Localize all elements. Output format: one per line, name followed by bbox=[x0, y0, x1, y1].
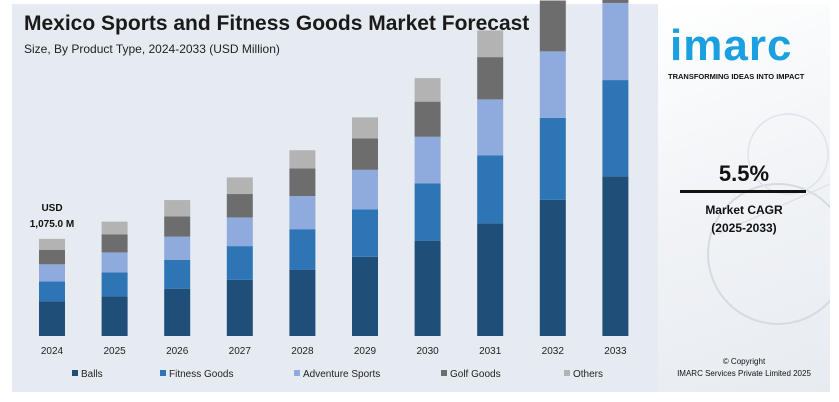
bar-segment-2024-4 bbox=[39, 238, 65, 250]
bar-segment-2033-2 bbox=[602, 2, 629, 81]
bar-segment-2030-3 bbox=[414, 101, 441, 137]
legend-swatch bbox=[564, 370, 570, 376]
x-tick-label: 2028 bbox=[291, 346, 314, 357]
legend-label: Adventure Sports bbox=[303, 369, 380, 380]
bar-segment-2027-0 bbox=[226, 279, 253, 336]
legend-swatch bbox=[441, 370, 447, 376]
bar-segment-2033-0 bbox=[602, 176, 629, 336]
bar-segment-2031-4 bbox=[477, 30, 504, 58]
bar-segment-2025-2 bbox=[101, 252, 128, 273]
bar-segment-2032-4 bbox=[539, 0, 566, 1]
bar-segment-2027-2 bbox=[226, 217, 253, 247]
x-tick-label: 2029 bbox=[354, 346, 377, 357]
bar-segment-2029-2 bbox=[352, 169, 378, 210]
cagr-value: 5.5% bbox=[718, 161, 770, 186]
bar-segment-2026-2 bbox=[164, 236, 191, 260]
bar-segment-2024-0 bbox=[39, 301, 65, 336]
x-tick-label: 2024 bbox=[41, 346, 64, 357]
bar-segment-2031-0 bbox=[477, 223, 504, 336]
bar-segment-2030-0 bbox=[414, 240, 441, 336]
bar-segment-2030-1 bbox=[414, 183, 441, 241]
x-tick-label: 2025 bbox=[103, 346, 126, 357]
cagr-range: (2025-2033) bbox=[711, 221, 777, 235]
bar-segment-2028-0 bbox=[289, 269, 316, 336]
legend-label: Others bbox=[573, 369, 603, 380]
bar-segment-2024-2 bbox=[39, 264, 65, 282]
bar-segment-2028-1 bbox=[289, 229, 316, 270]
imarc-logo: imarc bbox=[670, 21, 793, 70]
copyright-line1: © Copyright bbox=[722, 357, 766, 366]
bar-segment-2031-3 bbox=[477, 57, 504, 100]
bar-segment-2026-1 bbox=[164, 259, 191, 289]
x-tick-label: 2026 bbox=[166, 346, 189, 357]
bar-segment-2027-3 bbox=[226, 194, 253, 218]
bar-segment-2025-3 bbox=[101, 234, 128, 253]
bar-segment-2029-1 bbox=[352, 209, 378, 257]
bar-segment-2029-0 bbox=[352, 256, 378, 336]
bar-segment-2032-1 bbox=[539, 117, 566, 200]
legend-label: Golf Goods bbox=[450, 369, 501, 380]
bar-segment-2029-3 bbox=[352, 138, 378, 170]
cagr-label: Market CAGR bbox=[705, 203, 783, 217]
chart-title: Mexico Sports and Fitness Goods Market F… bbox=[24, 12, 530, 35]
bar-segment-2028-3 bbox=[289, 168, 316, 196]
bar-segment-2028-2 bbox=[289, 196, 316, 230]
bar-segment-2029-4 bbox=[352, 117, 378, 139]
brand-panel: imarc TRANSFORMING IDEAS INTO IMPACT 5.5… bbox=[658, 4, 830, 392]
bar-segment-2026-3 bbox=[164, 216, 191, 237]
bar-segment-2030-4 bbox=[414, 78, 441, 102]
x-tick-label: 2027 bbox=[229, 346, 252, 357]
annotation-currency: USD bbox=[41, 203, 62, 214]
bar-segment-2026-4 bbox=[164, 200, 191, 217]
x-tick-label: 2033 bbox=[604, 346, 627, 357]
bar-segment-2026-0 bbox=[164, 288, 191, 336]
bar-segment-2024-3 bbox=[39, 249, 65, 265]
legend-label: Fitness Goods bbox=[169, 369, 233, 380]
legend-swatch bbox=[160, 370, 166, 376]
bar-segment-2032-2 bbox=[539, 51, 566, 118]
brand-tagline: TRANSFORMING IDEAS INTO IMPACT bbox=[668, 72, 805, 81]
stacked-bar-chart: 2024 2025 2026 2027 2028 2029 2030 2031 2032 2033… bbox=[30, 0, 629, 380]
x-tick-label: 2031 bbox=[479, 346, 502, 357]
bar-segment-2033-1 bbox=[602, 80, 629, 177]
annotation-total: 1,075.0 M bbox=[30, 219, 74, 230]
cagr-divider bbox=[680, 190, 806, 193]
bar-segment-2032-3 bbox=[539, 0, 566, 52]
bar-segment-2027-4 bbox=[226, 177, 253, 195]
legend-label: Balls bbox=[81, 369, 103, 380]
bar-segment-2025-4 bbox=[101, 221, 128, 235]
bar-segment-2027-1 bbox=[226, 246, 253, 280]
bar-segment-2024-1 bbox=[39, 281, 65, 302]
bar-segment-2031-1 bbox=[477, 155, 504, 224]
bar-segment-2025-0 bbox=[101, 296, 128, 336]
bar-segment-2031-2 bbox=[477, 99, 504, 156]
bar-segment-2030-2 bbox=[414, 136, 441, 184]
x-tick-label: 2032 bbox=[542, 346, 565, 357]
bar-segment-2025-1 bbox=[101, 272, 128, 297]
bar-segment-2032-0 bbox=[539, 199, 566, 336]
background-decoration bbox=[707, 113, 830, 325]
legend-swatch bbox=[294, 370, 300, 376]
x-tick-label: 2030 bbox=[416, 346, 439, 357]
chart-subtitle: Size, By Product Type, 2024-2033 (USD Mi… bbox=[24, 42, 280, 56]
bar-segment-2028-4 bbox=[289, 150, 316, 169]
bar-segment-2033-3 bbox=[602, 0, 629, 3]
copyright-line2: IMARC Services Private Limited 2025 bbox=[677, 369, 811, 378]
legend-swatch bbox=[72, 370, 78, 376]
